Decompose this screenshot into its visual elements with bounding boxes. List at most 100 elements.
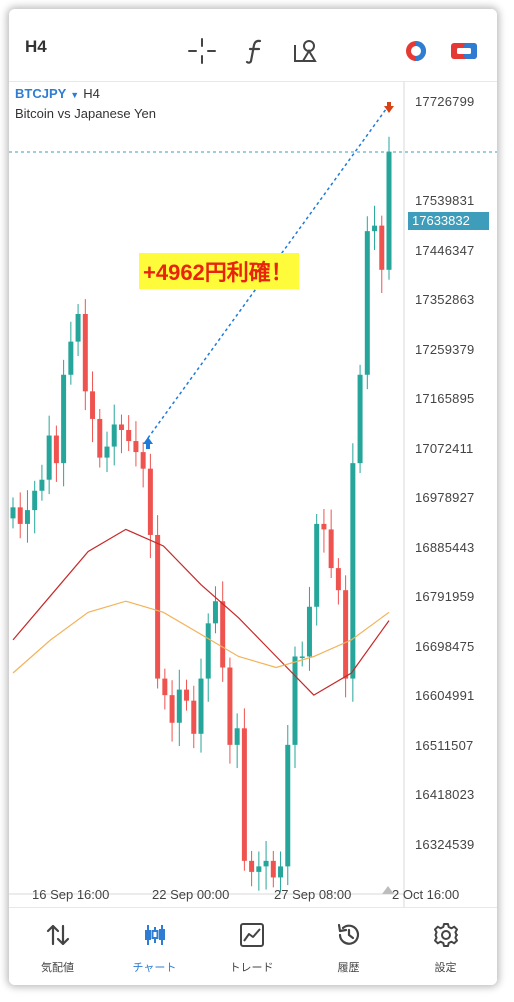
- nav-label: 気配値: [41, 962, 74, 974]
- candle-body: [350, 463, 356, 679]
- candle-body: [270, 860, 276, 878]
- candle-body: [249, 860, 255, 872]
- candle-body: [104, 446, 110, 458]
- buy-arrow-icon: [143, 437, 153, 449]
- candle-body: [90, 391, 96, 419]
- candle-body: [68, 341, 74, 375]
- crosshair-icon[interactable]: [187, 37, 217, 65]
- price-axis-label: 17446347: [415, 243, 475, 258]
- candle-body: [191, 700, 197, 734]
- candle-body: [379, 225, 385, 270]
- candle-body: [82, 314, 88, 392]
- price-axis-label: 16885443: [415, 540, 475, 555]
- candle-body: [176, 689, 182, 723]
- candle-body: [10, 507, 16, 519]
- nav-label: トレード: [229, 962, 274, 974]
- candle-body: [61, 374, 67, 464]
- chart-canvas[interactable]: [9, 82, 497, 908]
- nav-label: 履歴: [337, 962, 360, 974]
- candle-body: [155, 534, 161, 679]
- chart-icon: [145, 925, 165, 945]
- candle-body: [17, 507, 23, 524]
- price-chart[interactable]: BTCJPY ▼ H4 Bitcoin vs Japanese Yen +4962円…: [9, 81, 497, 950]
- price-axis-label: 17539831: [415, 193, 475, 208]
- candle-body: [53, 435, 59, 464]
- price-axis-label: 16604991: [415, 688, 475, 703]
- nav-label: 設定: [434, 962, 457, 974]
- candle-body: [241, 728, 247, 861]
- nav-chart[interactable]: チャート: [106, 908, 203, 985]
- nav-history[interactable]: 履歴: [300, 908, 397, 985]
- symbol-name: BTCJPY: [15, 86, 67, 101]
- price-axis-label: 16978927: [415, 490, 475, 505]
- nav-settings[interactable]: 設定: [397, 908, 494, 985]
- candle-body: [169, 695, 175, 723]
- candle-body: [46, 435, 52, 480]
- candle-body: [162, 678, 168, 696]
- candle-body: [227, 667, 233, 745]
- profit-banner: +4962円利確！: [139, 253, 299, 289]
- trade-panel-icon[interactable]: [449, 37, 479, 65]
- symbol-description: Bitcoin vs Japanese Yen: [15, 106, 156, 121]
- current-price-label: 17633832: [408, 212, 489, 230]
- candle-body: [220, 601, 226, 668]
- app-window: H4: [9, 9, 497, 985]
- candle-body: [299, 656, 305, 658]
- bottom-navigation: 気配値 チャート トレード: [9, 907, 497, 985]
- candle-body: [118, 424, 124, 430]
- candle-body: [97, 418, 103, 458]
- candle-body: [205, 623, 211, 679]
- candle-body: [184, 689, 190, 701]
- dropdown-triangle-icon: ▼: [70, 90, 80, 100]
- candle-body: [335, 568, 341, 591]
- nav-quotes[interactable]: 気配値: [9, 908, 106, 985]
- price-axis-label: 16698475: [415, 639, 475, 654]
- price-axis-label: 17259379: [415, 342, 475, 357]
- candle-body: [212, 601, 218, 624]
- candle-body: [306, 606, 312, 657]
- sell-arrow-icon: [384, 102, 394, 113]
- price-axis-label: 17726799: [415, 94, 475, 109]
- candle-body: [357, 374, 363, 464]
- function-icon[interactable]: [241, 37, 271, 65]
- time-axis-label: 16 Sep 16:00: [32, 887, 110, 902]
- candle-body: [364, 231, 370, 375]
- candle-body: [39, 479, 45, 491]
- moving-average-line: [12, 600, 390, 674]
- candle-body: [126, 430, 132, 442]
- price-axis-label: 17165895: [415, 391, 475, 406]
- price-axis-label: 16511507: [415, 738, 474, 753]
- history-icon: [337, 923, 360, 945]
- price-axis-label: 17072411: [415, 441, 474, 456]
- candle-body: [234, 728, 240, 745]
- nav-trade[interactable]: トレード: [203, 908, 300, 985]
- candle-body: [147, 468, 153, 535]
- price-axis-label: 17352863: [415, 292, 475, 307]
- price-axis-label: 16791959: [415, 589, 475, 604]
- candle-body: [75, 314, 81, 342]
- quotes-icon: [46, 924, 70, 946]
- candle-body: [198, 678, 204, 734]
- candle-body: [111, 424, 117, 447]
- candle-body: [256, 866, 262, 872]
- candle-body: [133, 441, 139, 453]
- timeframe-button[interactable]: H4: [25, 37, 47, 56]
- time-axis-label: 2 Oct 16:00: [392, 887, 460, 902]
- candle-body: [263, 860, 269, 867]
- candle-body: [372, 225, 378, 232]
- settings-icon: [434, 923, 458, 947]
- symbol-label[interactable]: BTCJPY ▼ H4: [15, 86, 100, 101]
- time-axis-label: 27 Sep 08:00: [274, 887, 352, 902]
- candle-body: [32, 490, 38, 511]
- chart-timeframe: H4: [83, 86, 100, 101]
- candle-body: [321, 523, 327, 530]
- chart-color-icon[interactable]: [401, 37, 431, 65]
- candle-body: [292, 656, 298, 745]
- price-axis-label: 16324539: [415, 837, 475, 852]
- candle-body: [278, 866, 284, 878]
- trade-icon: [240, 923, 264, 947]
- candle-body: [140, 452, 146, 469]
- objects-icon[interactable]: [291, 37, 321, 65]
- time-axis-label: 22 Sep 00:00: [152, 887, 230, 902]
- moving-average-line: [12, 528, 390, 696]
